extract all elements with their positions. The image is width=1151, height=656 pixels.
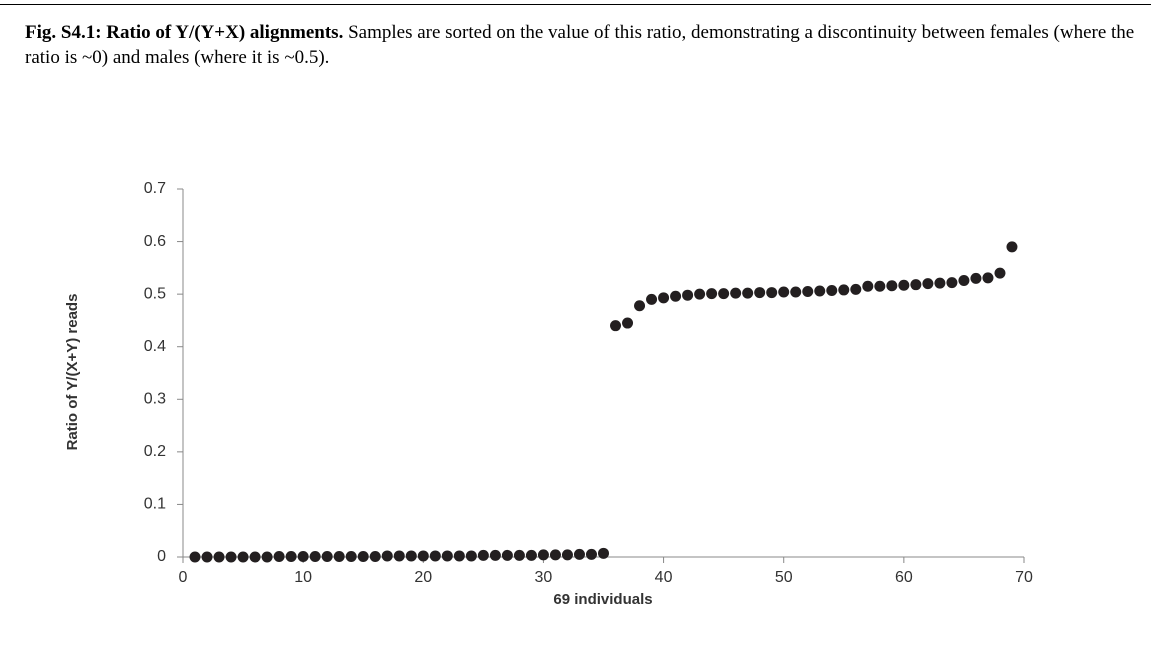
point bbox=[766, 287, 778, 299]
point bbox=[718, 288, 730, 300]
point bbox=[501, 549, 513, 561]
point bbox=[670, 290, 682, 302]
point bbox=[754, 287, 766, 299]
y-tick-label: 0.6 bbox=[144, 233, 166, 250]
y-tick-label: 0.3 bbox=[144, 391, 166, 408]
point bbox=[1006, 241, 1018, 253]
point bbox=[369, 550, 381, 562]
point bbox=[910, 279, 922, 291]
point bbox=[850, 283, 862, 295]
point bbox=[730, 287, 742, 299]
point bbox=[381, 550, 393, 562]
point bbox=[537, 549, 549, 561]
point bbox=[297, 550, 309, 562]
x-tick-label: 40 bbox=[655, 569, 673, 586]
point bbox=[429, 550, 441, 562]
point bbox=[333, 550, 345, 562]
point bbox=[225, 551, 237, 563]
point bbox=[886, 280, 898, 292]
caption-title: Fig. S4.1: Ratio of Y/(Y+X) alignments. bbox=[25, 22, 344, 43]
point bbox=[249, 551, 261, 563]
point bbox=[814, 285, 826, 297]
point bbox=[453, 550, 465, 562]
point bbox=[285, 550, 297, 562]
caption-text: Samples are sorted on the value of this … bbox=[25, 22, 1135, 68]
point bbox=[742, 287, 754, 299]
x-tick-label: 70 bbox=[1015, 569, 1033, 586]
point bbox=[321, 550, 333, 562]
point bbox=[598, 547, 609, 559]
point bbox=[585, 548, 597, 560]
point bbox=[273, 550, 285, 562]
y-tick-label: 0.4 bbox=[144, 338, 166, 355]
point bbox=[634, 300, 646, 312]
y-tick-label: 0 bbox=[157, 548, 166, 565]
point bbox=[237, 551, 249, 563]
point bbox=[802, 286, 814, 298]
point bbox=[345, 550, 357, 562]
point bbox=[213, 551, 225, 563]
point bbox=[658, 292, 670, 304]
top-rule bbox=[0, 4, 1151, 5]
point bbox=[549, 549, 561, 561]
y-axis-label: Ratio of Y/(X+Y) reads bbox=[64, 294, 81, 451]
point bbox=[489, 549, 501, 561]
point bbox=[477, 549, 489, 561]
y-tick-label: 0.5 bbox=[144, 285, 166, 302]
point bbox=[441, 550, 453, 562]
point bbox=[646, 293, 658, 305]
x-axis-label: 69 individuals bbox=[553, 591, 652, 608]
point bbox=[405, 550, 417, 562]
point bbox=[994, 267, 1006, 279]
point bbox=[970, 272, 982, 284]
point bbox=[778, 286, 790, 298]
point bbox=[610, 320, 622, 332]
point bbox=[417, 550, 429, 562]
point bbox=[561, 549, 573, 561]
point bbox=[790, 286, 802, 298]
y-tick-label: 0.7 bbox=[144, 180, 166, 197]
point bbox=[826, 284, 838, 296]
y-tick-label: 0.2 bbox=[144, 443, 166, 460]
point bbox=[393, 550, 405, 562]
point bbox=[357, 550, 369, 562]
point bbox=[922, 278, 934, 290]
x-tick-label: 60 bbox=[895, 569, 913, 586]
point bbox=[694, 288, 706, 300]
point bbox=[465, 550, 477, 562]
point bbox=[189, 551, 201, 563]
point bbox=[934, 277, 946, 289]
point bbox=[982, 272, 994, 284]
x-tick-label: 20 bbox=[414, 569, 432, 586]
point bbox=[898, 279, 910, 291]
point bbox=[309, 550, 321, 562]
point bbox=[622, 317, 634, 329]
point bbox=[862, 280, 874, 292]
point bbox=[946, 277, 958, 289]
point bbox=[513, 549, 525, 561]
x-tick-label: 10 bbox=[294, 569, 312, 586]
point bbox=[958, 274, 970, 286]
point bbox=[838, 284, 850, 296]
point bbox=[706, 288, 718, 300]
point bbox=[874, 280, 886, 292]
x-tick-label: 30 bbox=[535, 569, 553, 586]
point bbox=[261, 551, 273, 563]
x-tick-label: 50 bbox=[775, 569, 793, 586]
caption: Fig. S4.1: Ratio of Y/(Y+X) alignments. … bbox=[25, 20, 1135, 70]
y-tick-label: 0.1 bbox=[144, 496, 166, 513]
point bbox=[573, 548, 585, 560]
x-tick-label: 0 bbox=[179, 569, 188, 586]
point bbox=[201, 551, 213, 563]
point bbox=[525, 549, 537, 561]
point bbox=[682, 289, 694, 301]
